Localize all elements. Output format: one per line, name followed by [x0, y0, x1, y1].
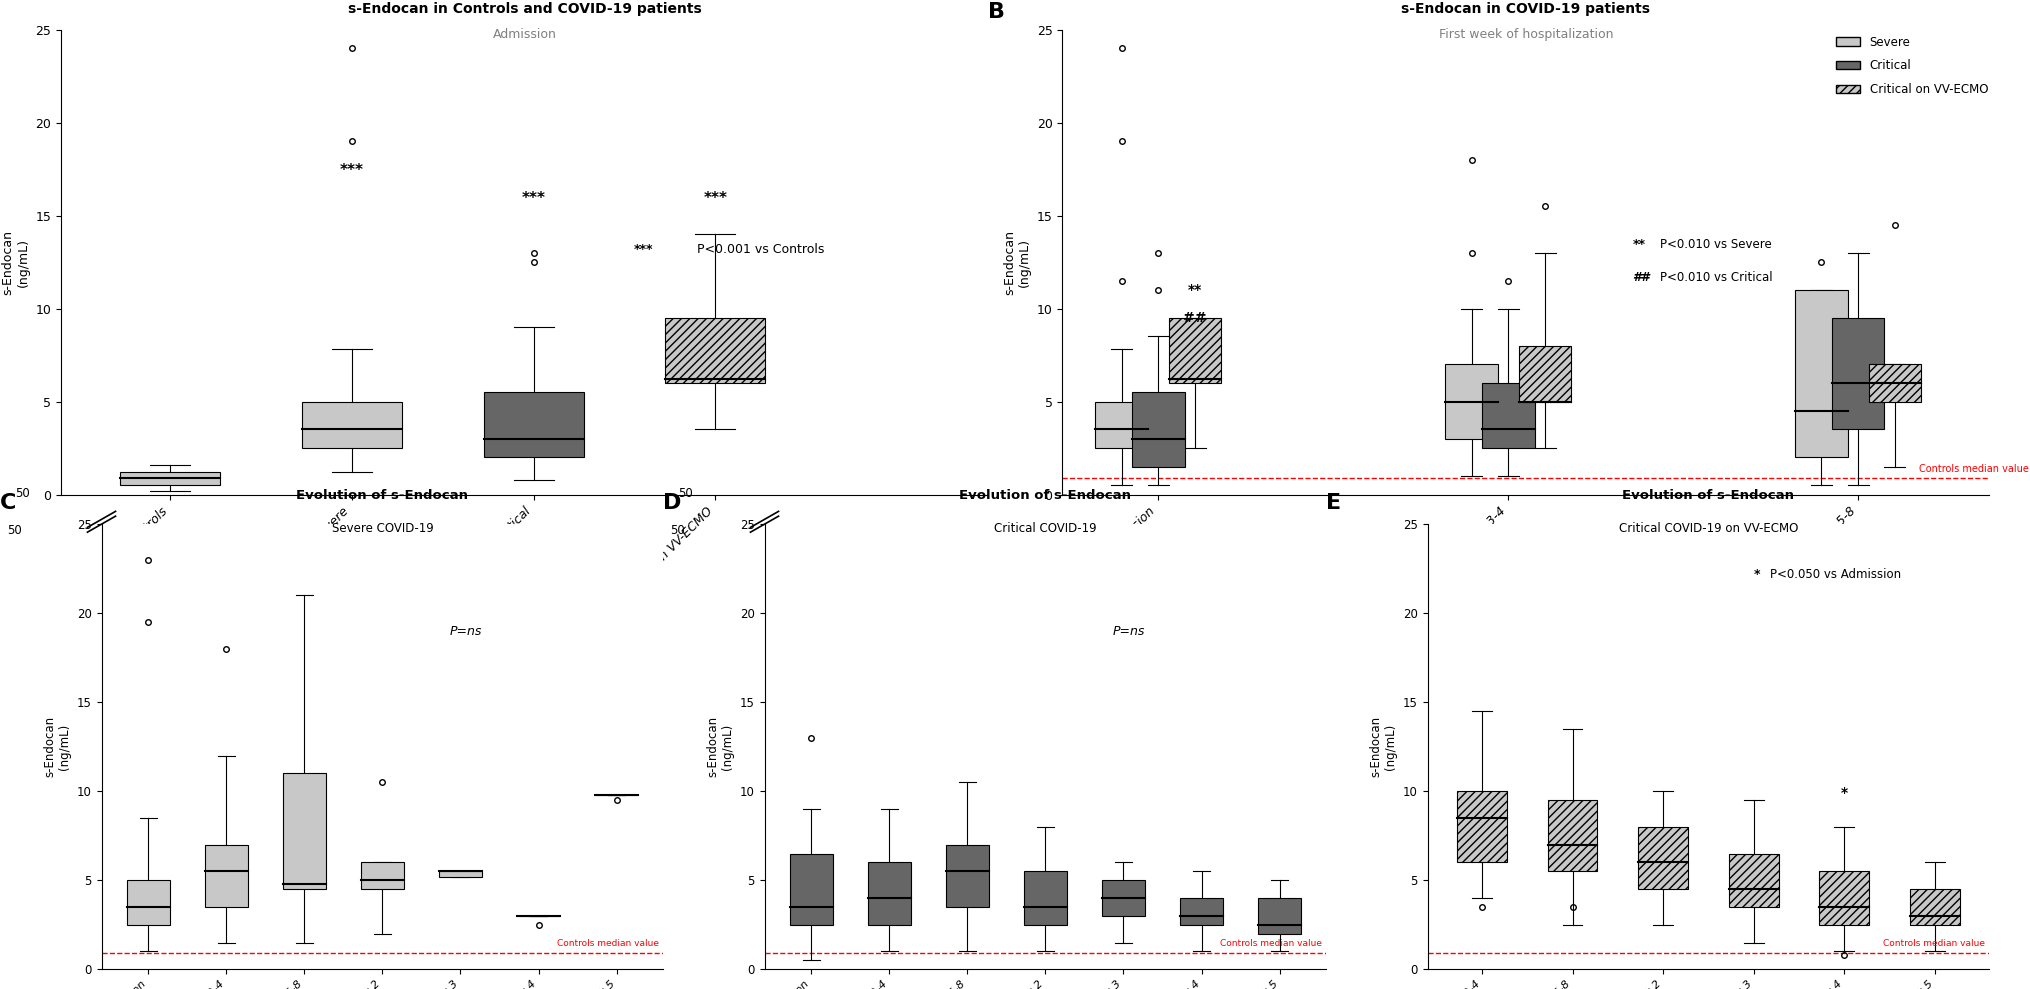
Text: s-Endocan in COVID-19 patients: s-Endocan in COVID-19 patients [1401, 2, 1650, 16]
FancyBboxPatch shape [1819, 871, 1870, 925]
Text: P<0.050 vs Admission: P<0.050 vs Admission [1770, 568, 1902, 581]
FancyBboxPatch shape [666, 317, 765, 383]
FancyBboxPatch shape [1730, 854, 1778, 907]
FancyBboxPatch shape [1259, 898, 1301, 934]
Text: Evolution of s-Endocan: Evolution of s-Endocan [296, 489, 469, 502]
Text: Critical COVID-19 on VV-ECMO: Critical COVID-19 on VV-ECMO [1618, 522, 1799, 535]
FancyBboxPatch shape [438, 871, 481, 876]
Text: ##: ## [1632, 271, 1650, 284]
FancyBboxPatch shape [126, 880, 171, 925]
Text: Controls median value: Controls median value [558, 939, 660, 947]
Text: **: ** [1188, 283, 1202, 297]
Text: E: E [1326, 493, 1342, 513]
Text: 45: 45 [678, 446, 694, 460]
Text: s-Endocan in Controls and COVID-19 patients: s-Endocan in Controls and COVID-19 patie… [347, 2, 700, 16]
Text: 50: 50 [16, 487, 30, 499]
FancyBboxPatch shape [946, 845, 989, 907]
FancyBboxPatch shape [1482, 383, 1535, 448]
Text: 50: 50 [678, 487, 692, 499]
Legend: Severe, Critical, Critical on VV-ECMO: Severe, Critical, Critical on VV-ECMO [1831, 31, 1993, 101]
Text: 50: 50 [670, 524, 684, 537]
Text: 45: 45 [16, 446, 30, 460]
FancyBboxPatch shape [1795, 290, 1847, 457]
Text: ***: *** [633, 242, 654, 256]
FancyBboxPatch shape [1870, 364, 1920, 402]
Text: D: D [664, 493, 682, 513]
Text: P=ns: P=ns [1112, 625, 1145, 639]
Text: ***: *** [339, 163, 363, 178]
FancyBboxPatch shape [1096, 402, 1147, 448]
Text: 50: 50 [6, 524, 22, 537]
FancyBboxPatch shape [1518, 346, 1571, 402]
FancyBboxPatch shape [1179, 898, 1222, 925]
Text: P<0.010 vs Severe: P<0.010 vs Severe [1661, 238, 1772, 251]
Text: ***: *** [702, 191, 727, 207]
Text: Evolution of s-Endocan: Evolution of s-Endocan [960, 489, 1131, 502]
Y-axis label: s-Endocan
(ng/mL): s-Endocan (ng/mL) [43, 716, 71, 777]
FancyBboxPatch shape [1638, 827, 1689, 889]
FancyBboxPatch shape [790, 854, 832, 925]
Text: ##: ## [1183, 311, 1208, 324]
Text: ***: *** [522, 191, 546, 207]
FancyBboxPatch shape [869, 862, 911, 925]
Y-axis label: s-Endocan
(ng/mL): s-Endocan (ng/mL) [1370, 716, 1397, 777]
Text: P=ns: P=ns [451, 625, 483, 639]
Text: P<0.010 vs Critical: P<0.010 vs Critical [1661, 271, 1772, 284]
Text: Severe COVID-19: Severe COVID-19 [331, 522, 432, 535]
Text: Critical COVID-19: Critical COVID-19 [995, 522, 1096, 535]
FancyBboxPatch shape [483, 393, 583, 457]
FancyBboxPatch shape [1445, 364, 1498, 439]
Text: Controls median value: Controls median value [1920, 464, 2030, 474]
Text: First week of hospitalization: First week of hospitalization [1439, 29, 1614, 42]
Text: *: * [1754, 568, 1760, 581]
FancyBboxPatch shape [361, 862, 404, 889]
Text: **: ** [1632, 238, 1646, 251]
Text: C: C [0, 493, 16, 513]
Text: Controls median value: Controls median value [1220, 939, 1322, 947]
Y-axis label: s-Endocan
(ng/mL): s-Endocan (ng/mL) [1003, 229, 1031, 295]
FancyBboxPatch shape [1023, 871, 1068, 925]
FancyBboxPatch shape [1133, 393, 1186, 467]
FancyBboxPatch shape [1169, 317, 1222, 383]
FancyBboxPatch shape [1547, 800, 1598, 871]
Text: Admission: Admission [493, 29, 556, 42]
Y-axis label: s-Endocan
(ng/mL): s-Endocan (ng/mL) [2, 229, 30, 295]
FancyBboxPatch shape [1458, 791, 1506, 862]
Text: P<0.001 vs Controls: P<0.001 vs Controls [696, 242, 824, 256]
FancyBboxPatch shape [205, 845, 248, 907]
FancyBboxPatch shape [1831, 317, 1884, 429]
Text: Evolution of s-Endocan: Evolution of s-Endocan [1622, 489, 1795, 502]
Text: *: * [1841, 786, 1847, 800]
Text: B: B [989, 2, 1005, 22]
FancyBboxPatch shape [1102, 880, 1145, 916]
FancyBboxPatch shape [1910, 889, 1959, 925]
Text: Controls median value: Controls median value [1884, 939, 1985, 947]
FancyBboxPatch shape [282, 773, 327, 889]
FancyBboxPatch shape [120, 472, 219, 486]
FancyBboxPatch shape [302, 402, 402, 448]
Y-axis label: s-Endocan
(ng/mL): s-Endocan (ng/mL) [706, 716, 735, 777]
